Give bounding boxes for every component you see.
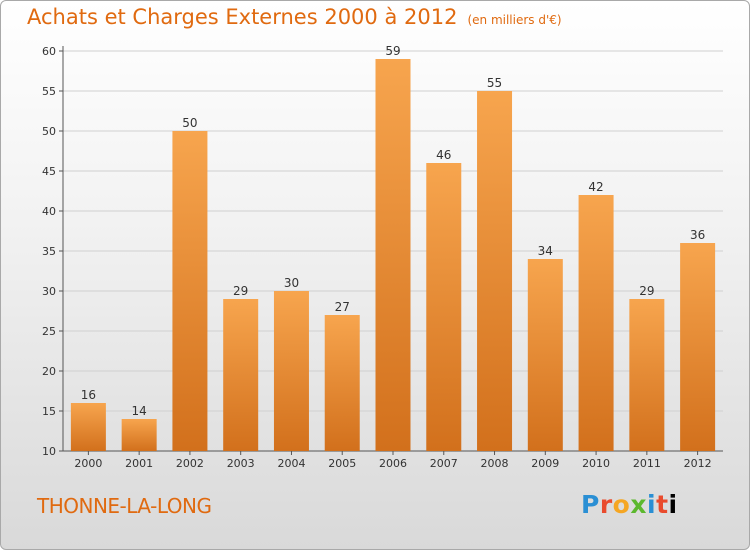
value-label: 16 <box>81 388 96 402</box>
x-tick-label: 2003 <box>227 457 255 470</box>
bar <box>680 243 716 451</box>
y-tick-label: 45 <box>42 165 56 178</box>
y-tick-label: 55 <box>42 85 56 98</box>
value-label: 42 <box>588 180 603 194</box>
y-tick-label: 35 <box>42 245 56 258</box>
bar <box>477 91 513 451</box>
value-label: 14 <box>132 404 147 418</box>
x-tick-label: 2005 <box>328 457 356 470</box>
value-label: 29 <box>233 284 248 298</box>
x-tick-label: 2008 <box>481 457 509 470</box>
x-tick-label: 2006 <box>379 457 407 470</box>
bar <box>273 291 309 451</box>
bar <box>121 419 157 451</box>
value-labels: 16 14 50 29 30 27 59 46 55 34 42 29 36 <box>81 44 706 418</box>
y-tick-label: 10 <box>42 445 56 458</box>
value-label: 50 <box>182 116 197 130</box>
y-tick-label: 30 <box>42 285 56 298</box>
x-tick-label: 2009 <box>531 457 559 470</box>
logo-letter: t <box>656 490 669 519</box>
value-label: 55 <box>487 76 502 90</box>
logo-letter: x <box>630 490 647 519</box>
x-tick-label: 2002 <box>176 457 204 470</box>
x-tick-label: 2007 <box>430 457 458 470</box>
y-tick-label: 20 <box>42 365 56 378</box>
x-tick-label: 2011 <box>633 457 661 470</box>
bar <box>527 259 563 451</box>
bar <box>375 59 411 451</box>
bar <box>70 403 106 451</box>
y-tick-label: 40 <box>42 205 56 218</box>
chart-title: Achats et Charges Externes 2000 à 2012 (e… <box>27 5 562 29</box>
value-label: 30 <box>284 276 299 290</box>
logo-letter: P <box>581 490 600 519</box>
title-text: Achats et Charges Externes 2000 à 2012 <box>27 5 458 29</box>
bar <box>172 131 208 451</box>
chart-subtitle: (en milliers d'€) <box>467 13 562 27</box>
y-tick-label: 15 <box>42 405 56 418</box>
value-label: 46 <box>436 148 451 162</box>
logo-letter: o <box>612 490 631 519</box>
bar <box>324 315 360 451</box>
x-tick-label: 2004 <box>277 457 305 470</box>
x-tick-label: 2012 <box>684 457 712 470</box>
bar <box>629 299 665 451</box>
y-tick-label: 50 <box>42 125 56 138</box>
x-tick-label: 2000 <box>74 457 102 470</box>
value-label: 34 <box>538 244 553 258</box>
y-tick-label: 60 <box>42 45 56 58</box>
bar <box>426 163 462 451</box>
logo-letter: r <box>599 490 613 519</box>
bar <box>578 195 614 451</box>
value-label: 59 <box>385 44 400 58</box>
logo-letter: i <box>668 490 678 519</box>
value-label: 29 <box>639 284 654 298</box>
value-label: 36 <box>690 228 705 242</box>
x-tick-label: 2010 <box>582 457 610 470</box>
value-label: 27 <box>335 300 350 314</box>
bars <box>70 59 716 451</box>
x-tick-label: 2001 <box>125 457 153 470</box>
logo-letter: i <box>647 490 657 519</box>
proxiti-logo[interactable]: Proxiti <box>581 490 678 519</box>
y-tick-label: 25 <box>42 325 56 338</box>
commune-name: THONNE-LA-LONG <box>37 494 212 518</box>
bar <box>223 299 259 451</box>
